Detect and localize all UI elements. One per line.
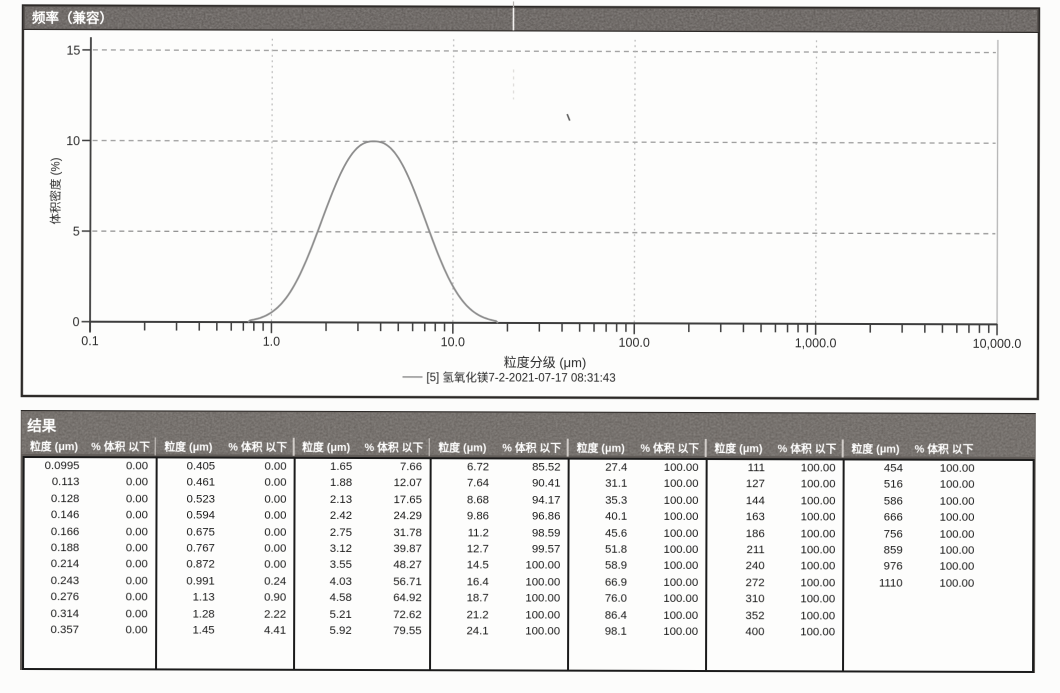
svg-text:粒度分级 (μm): 粒度分级 (μm): [504, 355, 587, 370]
svg-text:0.1: 0.1: [81, 334, 98, 348]
svg-text:10.0: 10.0: [441, 335, 465, 349]
svg-text:体积密度 (%): 体积密度 (%): [48, 157, 62, 224]
svg-text:频率（兼容）: 频率（兼容）: [32, 10, 113, 26]
svg-text:1,000.0: 1,000.0: [795, 336, 837, 350]
svg-text:0: 0: [73, 315, 80, 329]
svg-text:[5] 氢氧化镁7-2-2021-07-17 08:31:4: [5] 氢氧化镁7-2-2021-07-17 08:31:43: [426, 370, 615, 385]
svg-text:15: 15: [66, 44, 80, 58]
svg-text:10: 10: [66, 134, 80, 148]
svg-text:5: 5: [73, 225, 80, 239]
svg-text:100.0: 100.0: [619, 336, 650, 350]
svg-text:10,000.0: 10,000.0: [973, 337, 1022, 351]
svg-text:1.0: 1.0: [263, 335, 280, 349]
